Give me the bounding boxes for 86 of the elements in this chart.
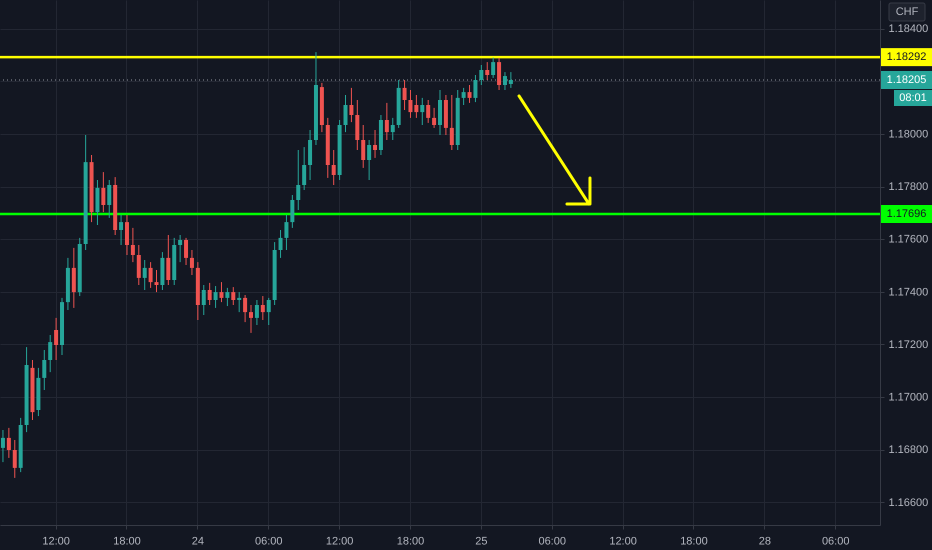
- candlestick: [6, 427, 11, 458]
- candlestick: [349, 87, 354, 123]
- candlestick: [231, 286, 236, 306]
- y-tick-label: 1.18400: [888, 23, 928, 36]
- candlestick: [479, 64, 484, 86]
- x-tick-label: 18:00: [396, 536, 424, 548]
- candlestick: [302, 146, 306, 190]
- text: CHF: [896, 6, 919, 18]
- candlestick: [154, 270, 159, 293]
- candlestick: [0, 430, 5, 463]
- candlestick: [249, 304, 254, 334]
- y-tick-label: 1.17000: [888, 392, 928, 404]
- candlestick: [332, 150, 336, 186]
- y-tick-label: 1.17400: [888, 286, 928, 298]
- x-tick-label: 06:00: [822, 536, 850, 548]
- candlestick: [420, 97, 424, 126]
- candlestick: [290, 194, 294, 228]
- x-tick-label: 25: [475, 536, 488, 548]
- candlestick: [219, 282, 224, 303]
- candlestick: [367, 140, 372, 180]
- x-tick-label: 06:00: [254, 536, 282, 548]
- y-tick-label: 1.17200: [888, 338, 928, 351]
- candlestick: [130, 227, 135, 263]
- candlestick: [414, 94, 418, 118]
- candlestick: [284, 214, 288, 250]
- x-tick-label: 18:00: [113, 536, 141, 548]
- candlestick: [497, 57, 502, 90]
- x-tick-label: 06:00: [538, 536, 566, 548]
- x-tick-label: 12:00: [609, 536, 637, 548]
- candlestick: [148, 262, 153, 288]
- candlestick: [468, 84, 472, 104]
- y-tick-label: 1.18000: [888, 128, 928, 140]
- candlestick: [214, 286, 218, 308]
- candlestick: [107, 180, 112, 218]
- candlestick: [42, 350, 46, 390]
- candlestick: [184, 237, 188, 266]
- y-tick-label: 1.17800: [888, 181, 928, 194]
- candlestick: [278, 230, 283, 258]
- candlestick: [12, 440, 17, 478]
- candlestick: [142, 260, 147, 290]
- candlestick: [237, 292, 242, 313]
- x-tick-label: 28: [758, 536, 771, 548]
- candlestick: [373, 130, 378, 158]
- candlestick: [208, 282, 212, 306]
- candlestick: [432, 107, 436, 128]
- candlestick: [101, 172, 106, 213]
- candlestick: [344, 94, 348, 133]
- candlestick: [508, 72, 513, 88]
- candlestick: [462, 87, 466, 106]
- candlestick: [384, 102, 389, 140]
- x-tick-label: 12:00: [42, 536, 70, 548]
- candlestick: [390, 117, 395, 140]
- candlestick: [450, 94, 454, 150]
- candlestick: [124, 214, 129, 256]
- y-tick-label: 1.16800: [888, 444, 928, 456]
- candlestick: [491, 57, 496, 78]
- ref-line-label: 1.18292: [886, 51, 926, 64]
- text: 08:01: [899, 92, 927, 104]
- candlestick: [48, 334, 52, 373]
- candlestick: [408, 90, 412, 118]
- y-tick-label: 1.17600: [888, 234, 928, 246]
- candlestick: [426, 100, 430, 124]
- candlestick: [502, 72, 507, 90]
- candlestick: [243, 294, 248, 323]
- candlestick: [254, 300, 259, 326]
- candlestick: [260, 296, 265, 320]
- candlestick: [119, 214, 124, 246]
- x-tick-label: 18:00: [680, 536, 708, 548]
- candlestick: [473, 74, 478, 103]
- candlestick: [190, 250, 194, 276]
- y-tick-label: 1.16600: [888, 496, 928, 509]
- candlestick: [402, 80, 407, 110]
- ref-line-label: 1.17696: [886, 208, 926, 220]
- candlestick: [166, 234, 170, 286]
- x-tick-label: 12:00: [326, 536, 354, 548]
- candlestick: [202, 284, 206, 316]
- candlestick: [54, 317, 58, 360]
- candlestick: [178, 234, 182, 263]
- candlestick: [485, 62, 490, 80]
- candlestick: [136, 244, 141, 286]
- candlestick: [361, 124, 366, 168]
- x-tick-label: 24: [192, 536, 204, 548]
- ref-line-label: 1.18205: [886, 74, 926, 86]
- candlestick: [296, 150, 300, 210]
- candlestick: [225, 287, 230, 307]
- candlestick: [266, 297, 271, 326]
